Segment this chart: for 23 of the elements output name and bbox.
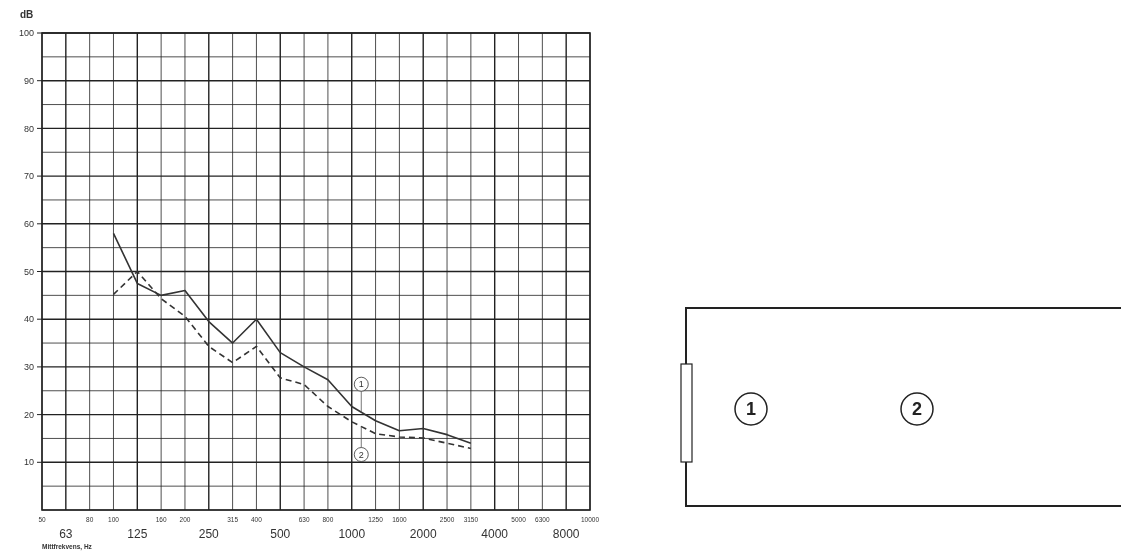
y-tick-label: 30 xyxy=(23,362,34,373)
x-tick-label: 8000 xyxy=(552,527,580,541)
y-tick-label: 40 xyxy=(23,314,34,325)
room-plan: 1 2 xyxy=(680,307,1121,507)
y-tick-label: 10 xyxy=(23,457,34,468)
x-tick-label: 125 xyxy=(127,527,148,541)
x-tick-label: 63 xyxy=(59,527,73,541)
x-tick-label: 250 xyxy=(198,527,220,541)
x-tick-label: 1000 xyxy=(338,527,366,541)
x-tick-label: 500 xyxy=(270,527,291,541)
series-label: 1 xyxy=(358,379,364,390)
y-axis-title: dB xyxy=(20,9,34,20)
x-tick-label: 2000 xyxy=(409,527,437,541)
y-tick-label: 50 xyxy=(23,266,34,277)
y-tick-label: 80 xyxy=(23,123,34,134)
text: 2 xyxy=(358,449,364,460)
y-tick-label: 90 xyxy=(23,75,34,86)
line-series xyxy=(112,232,472,445)
y-tick-label: 70 xyxy=(23,171,34,182)
y-tick-label: 20 xyxy=(23,409,34,420)
y-tick-label: 60 xyxy=(23,218,34,229)
x-tick-label: 4000 xyxy=(481,527,509,541)
y-tick-label: 100 xyxy=(18,28,34,39)
